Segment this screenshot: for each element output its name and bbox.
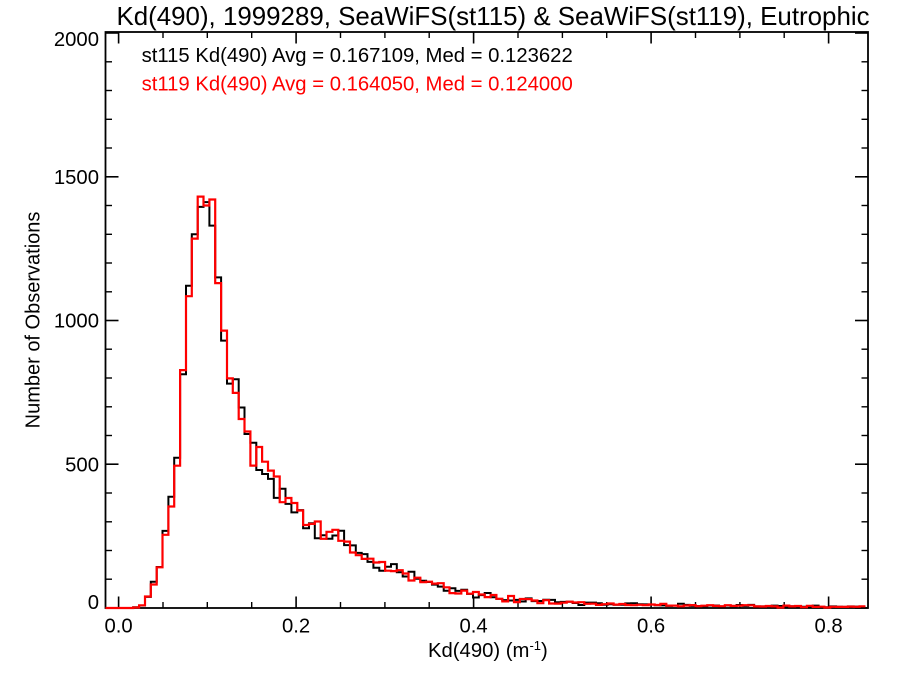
svg-text:st115 Kd(490) Avg = 0.167109,: st115 Kd(490) Avg = 0.167109, Med = 0.12… [142, 45, 573, 67]
svg-text:Number of Observations: Number of Observations [23, 212, 45, 429]
svg-text:st119 Kd(490) Avg = 0.164050,: st119 Kd(490) Avg = 0.164050, Med = 0.12… [142, 74, 573, 96]
svg-text:1000: 1000 [54, 311, 99, 333]
svg-text:1500: 1500 [54, 167, 99, 189]
svg-text:Kd(490) (m-1): Kd(490) (m-1) [428, 638, 548, 662]
svg-text:0.4: 0.4 [459, 616, 487, 638]
svg-text:0.0: 0.0 [104, 616, 132, 638]
svg-text:0.6: 0.6 [637, 616, 665, 638]
svg-text:500: 500 [65, 454, 99, 476]
svg-text:2000: 2000 [54, 29, 99, 51]
svg-text:0: 0 [88, 592, 99, 614]
svg-text:0.8: 0.8 [814, 616, 842, 638]
svg-text:Kd(490), 1999289, SeaWiFS(st11: Kd(490), 1999289, SeaWiFS(st115) & SeaWi… [116, 3, 869, 31]
svg-text:0.2: 0.2 [282, 616, 310, 638]
